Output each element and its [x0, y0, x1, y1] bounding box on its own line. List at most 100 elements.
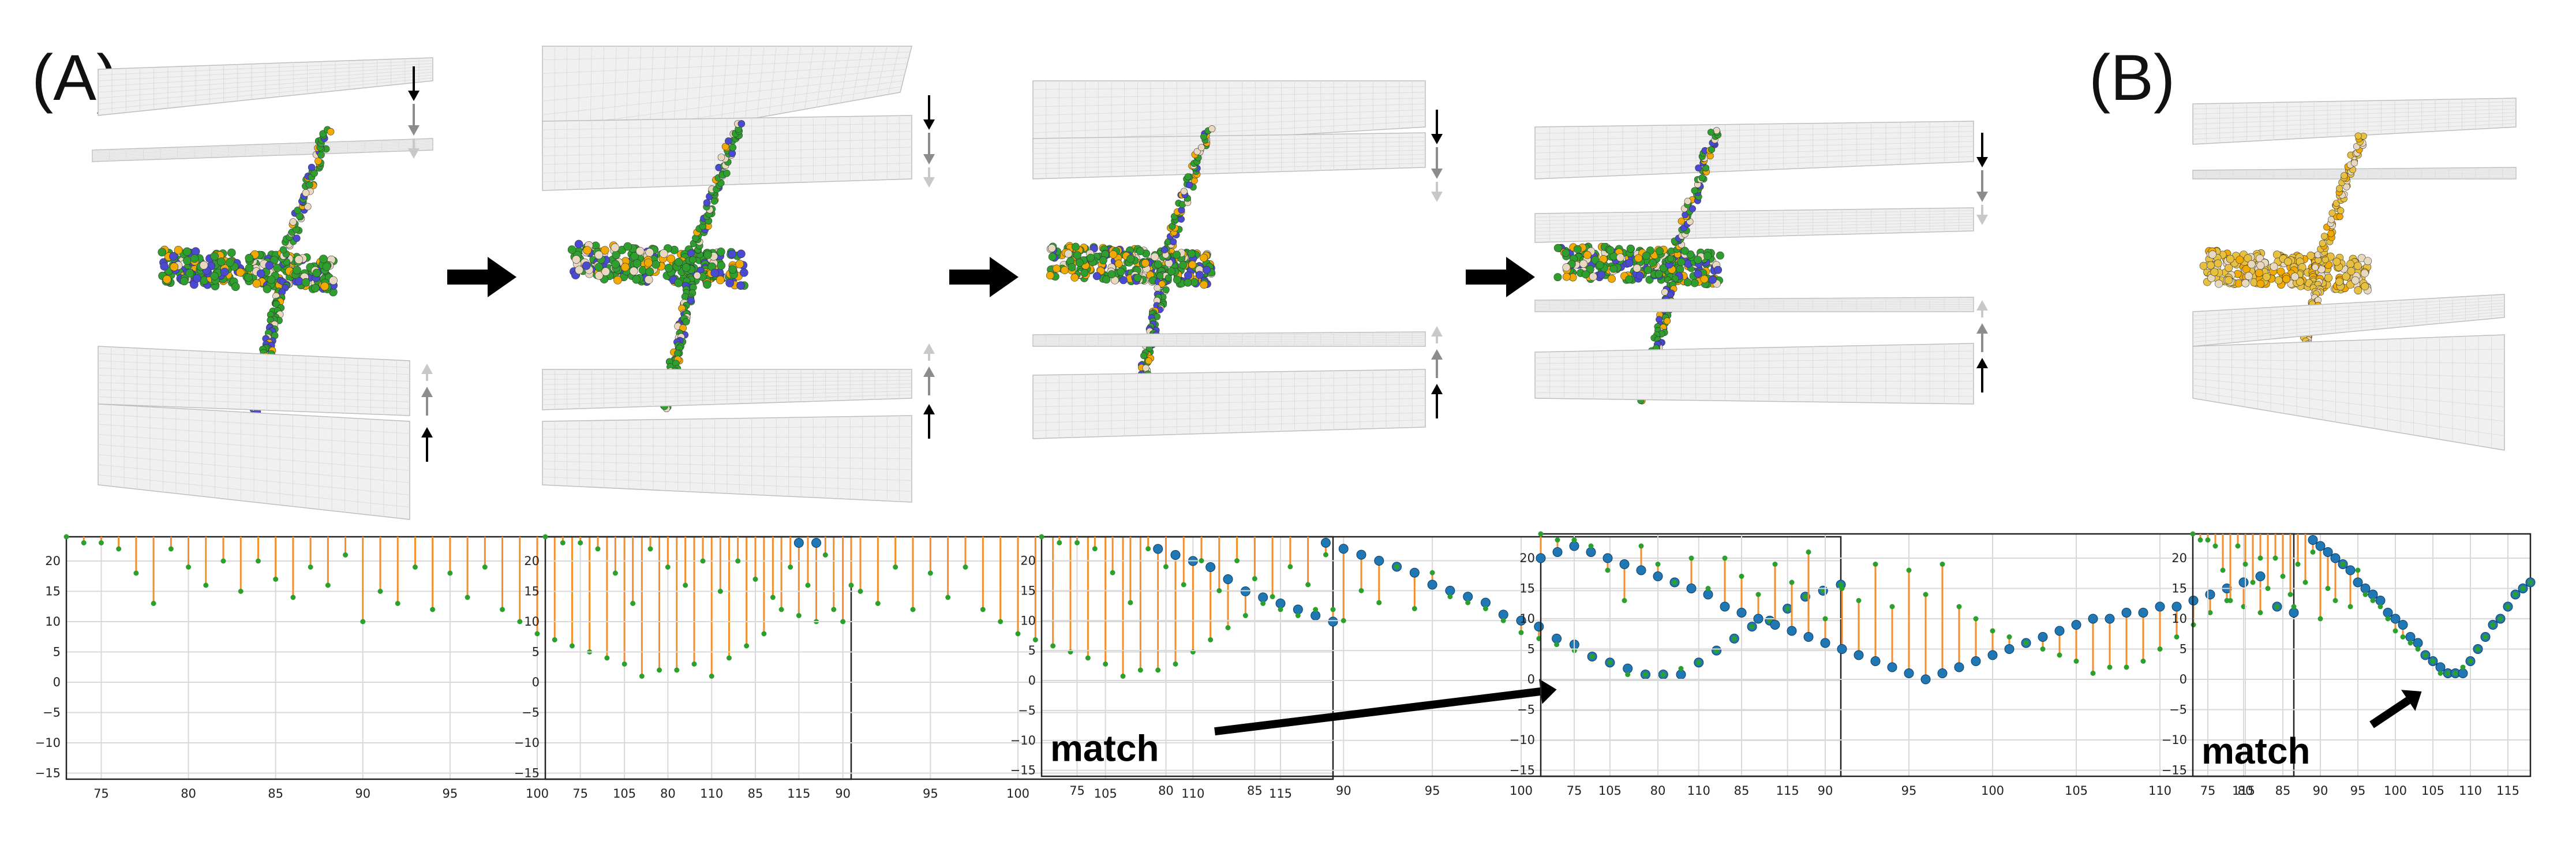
- model-point: [1755, 592, 1761, 597]
- target-point: [2390, 614, 2401, 624]
- target-point: [1569, 541, 1579, 551]
- target-point: [1480, 597, 1491, 608]
- model-point: [2006, 634, 2012, 640]
- model-point: [2040, 646, 2046, 652]
- model-point: [2490, 622, 2496, 627]
- atom: [302, 189, 310, 197]
- atom: [2215, 279, 2223, 288]
- atom: [687, 249, 695, 257]
- atom: [600, 246, 609, 255]
- model-point: [893, 564, 898, 570]
- model-point: [2370, 598, 2376, 603]
- plane-grid-line: [2192, 308, 2505, 334]
- model-point: [412, 564, 418, 570]
- plane-grid-line: [1534, 380, 1974, 382]
- plane-grid-line: [1032, 376, 1426, 384]
- x-tick-label: 95: [443, 787, 458, 801]
- atom: [1136, 247, 1144, 256]
- atom: [664, 263, 673, 272]
- atom: [687, 297, 695, 304]
- plane-grid-line: [542, 426, 912, 430]
- atom: [1700, 275, 1709, 283]
- model-point: [2347, 604, 2353, 610]
- atom: [163, 275, 171, 284]
- plot-frame: [2192, 533, 2532, 777]
- model-point: [657, 667, 662, 673]
- y-tick-label: −10: [35, 736, 61, 750]
- atom: [1716, 251, 1724, 260]
- model-point: [1015, 631, 1021, 637]
- x-tick-label: 105: [1598, 784, 1622, 798]
- model-point: [1181, 582, 1186, 588]
- model-point: [2332, 598, 2338, 603]
- model-point: [1120, 674, 1126, 679]
- model-point: [63, 534, 69, 540]
- atom: [1591, 256, 1600, 264]
- plane-grid-line: [1032, 86, 1426, 90]
- atom: [689, 256, 697, 264]
- model-point: [647, 546, 653, 552]
- model-point: [1252, 576, 1257, 582]
- atom: [2225, 276, 2233, 285]
- plane-grid-line: [2192, 101, 2517, 110]
- y-tick-label: −5: [1018, 704, 1036, 717]
- model-point: [1092, 546, 1098, 552]
- atom: [1625, 259, 1634, 267]
- atom: [1053, 264, 1061, 273]
- atom: [1072, 242, 1080, 251]
- atom: [1087, 253, 1095, 262]
- plane-grid-line: [1032, 405, 1426, 416]
- target-point: [1205, 562, 1216, 572]
- atom: [1195, 271, 1204, 279]
- model-point: [1358, 588, 1364, 593]
- arrow-head: [408, 148, 420, 159]
- arrow-head: [1431, 134, 1443, 144]
- atom: [1606, 246, 1615, 255]
- target-point: [1820, 638, 1830, 648]
- atom: [1047, 244, 1056, 252]
- plane-grid-line: [98, 375, 410, 388]
- arrow-down-icon: [408, 139, 420, 159]
- model-point: [1500, 618, 1506, 623]
- atom: [1690, 279, 1699, 287]
- atom: [191, 247, 200, 256]
- target-point: [2171, 601, 2182, 612]
- lollipop-plot-a4: −15 −10 −5 0 5 10 15 20 75 80 85 90 95 100 105 110 115: [1509, 528, 2386, 831]
- x-tick-label: 100: [526, 787, 549, 801]
- plane-grid-line: [1032, 412, 1426, 423]
- atom: [1683, 278, 1692, 287]
- atom: [193, 274, 201, 283]
- target-point: [1153, 544, 1163, 554]
- model-point: [1050, 643, 1056, 649]
- plane-grid-line: [1032, 103, 1426, 116]
- atom: [693, 272, 701, 279]
- model-point: [1822, 616, 1828, 622]
- arrow-down-icon: [1431, 110, 1443, 144]
- atom: [635, 246, 645, 256]
- target-point: [1223, 574, 1233, 584]
- model-point: [2528, 579, 2533, 585]
- model-point: [2272, 555, 2278, 561]
- atom: [2207, 261, 2215, 270]
- model-point: [761, 631, 767, 637]
- atom: [183, 256, 192, 266]
- model-point: [1642, 672, 1648, 678]
- atom: [594, 271, 604, 280]
- model-point: [447, 570, 453, 576]
- atom: [293, 266, 301, 275]
- model-point: [1137, 667, 1143, 673]
- atom: [273, 263, 282, 272]
- model-point: [81, 540, 87, 545]
- arrow-shaft: [1214, 687, 1541, 736]
- atom: [2337, 207, 2345, 214]
- plane-grid-line: [1032, 333, 1426, 336]
- plane-grid-line: [98, 368, 410, 382]
- model-point: [1739, 574, 1744, 579]
- plane-grid-line: [2192, 314, 2505, 342]
- x-tick-label: 110: [1181, 787, 1204, 801]
- model-point: [595, 546, 601, 552]
- atom: [2226, 255, 2234, 263]
- atom: [1562, 249, 1570, 257]
- y-tick-label: 20: [524, 554, 540, 568]
- atom: [1642, 252, 1650, 260]
